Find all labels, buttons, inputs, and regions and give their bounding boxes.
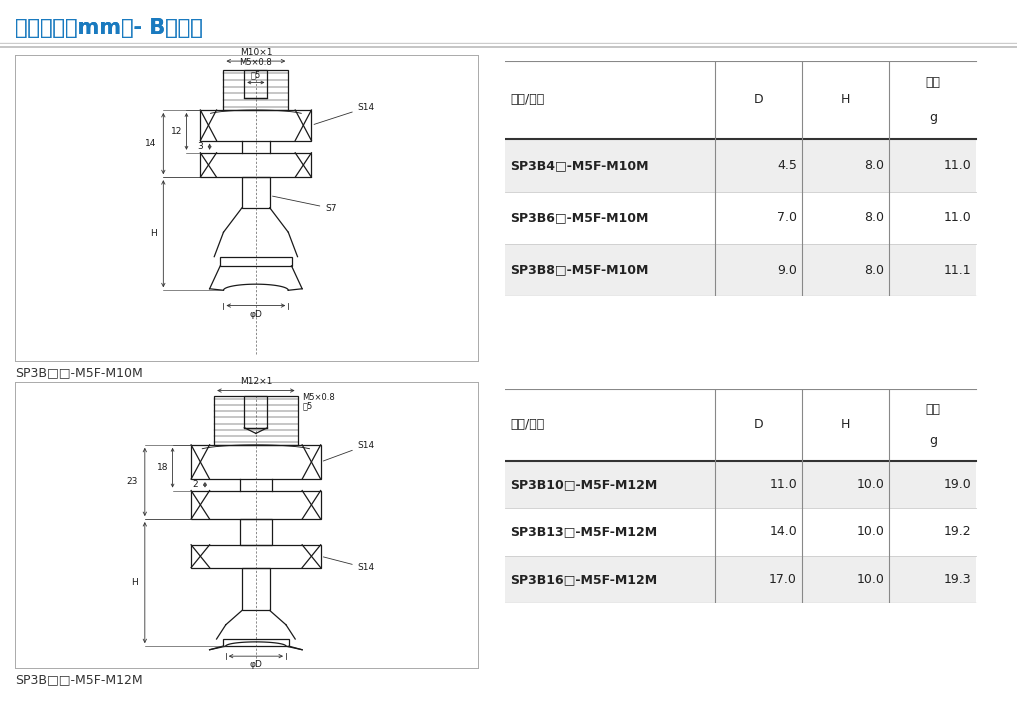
Text: 尺寸规格（mm）- B型吸盘: 尺寸规格（mm）- B型吸盘 [15,18,203,38]
Bar [191,445,320,479]
Text: 17.0: 17.0 [769,573,797,586]
Text: H: H [841,418,850,431]
Text: H: H [149,229,157,238]
Bar [505,244,976,296]
Text: 深5: 深5 [251,71,261,79]
Bar [244,70,267,98]
Text: 3: 3 [197,142,202,151]
Text: g: g [929,434,937,447]
Text: 8.0: 8.0 [864,159,884,172]
Bar [221,256,292,266]
Text: 深5: 深5 [302,401,312,411]
Bar [224,70,288,110]
Text: 4.5: 4.5 [777,159,797,172]
Text: 11.0: 11.0 [769,478,797,491]
Text: SP3B13□-M5F-M12M: SP3B13□-M5F-M12M [511,526,658,538]
Bar [244,396,267,428]
Text: 11.1: 11.1 [944,263,971,276]
Text: 单重: 单重 [925,403,941,416]
Text: SP3B10□-M5F-M12M: SP3B10□-M5F-M12M [511,478,658,491]
Text: 8.0: 8.0 [864,263,884,276]
Text: D: D [754,94,763,106]
Text: 尺寸规格（mm）- B型吸盘: 尺寸规格（mm）- B型吸盘 [15,18,203,38]
Text: 7.0: 7.0 [777,211,797,224]
Text: 11.0: 11.0 [944,211,971,224]
Text: φD: φD [249,660,262,670]
Bar [200,110,311,141]
Text: S14: S14 [314,103,375,124]
Text: 11.0: 11.0 [944,159,971,172]
Bar [240,519,273,545]
Text: SP3B□□-M5F-M12M: SP3B□□-M5F-M12M [15,673,142,686]
Text: 19.0: 19.0 [944,478,971,491]
Text: 12: 12 [171,127,182,136]
Text: 10.0: 10.0 [856,526,884,538]
Text: M10×1: M10×1 [240,48,273,56]
Bar [215,396,298,445]
Text: SP3B□□-M5F-M10M: SP3B□□-M5F-M10M [15,366,143,379]
Bar [242,177,270,208]
Bar [505,555,976,603]
Text: SP3B4□-M5F-M10M: SP3B4□-M5F-M10M [511,159,649,172]
Text: H: H [841,94,850,106]
Text: S14: S14 [323,557,375,573]
Bar [505,461,976,508]
Text: 10.0: 10.0 [856,573,884,586]
Text: 型号/尺寸: 型号/尺寸 [511,418,545,431]
Text: φD: φD [249,310,262,319]
Bar [223,639,289,646]
Text: SP3B8□-M5F-M10M: SP3B8□-M5F-M10M [511,263,649,276]
Text: 18: 18 [157,463,168,472]
Text: S14: S14 [323,441,375,461]
Bar [242,568,270,610]
Text: 19.3: 19.3 [944,573,971,586]
Text: H: H [131,578,138,587]
Text: 14: 14 [145,139,157,148]
Bar [191,545,320,568]
Text: M12×1: M12×1 [240,377,273,386]
Bar [200,153,311,177]
Text: 10.0: 10.0 [856,478,884,491]
Text: 9.0: 9.0 [777,263,797,276]
Bar [505,139,976,191]
Text: 单重: 单重 [925,76,941,89]
Bar [191,491,320,519]
Text: 19.2: 19.2 [944,526,971,538]
Text: 2: 2 [192,481,198,489]
Text: 14.0: 14.0 [769,526,797,538]
Text: M5×0.8: M5×0.8 [239,59,273,67]
Text: D: D [754,418,763,431]
Text: S7: S7 [273,196,337,213]
Text: g: g [929,111,937,124]
Text: 8.0: 8.0 [864,211,884,224]
Text: SP3B16□-M5F-M12M: SP3B16□-M5F-M12M [511,573,658,586]
Text: SP3B6□-M5F-M10M: SP3B6□-M5F-M10M [511,211,649,224]
Text: 型号/尺寸: 型号/尺寸 [511,94,545,106]
Text: M5×0.8: M5×0.8 [302,393,335,402]
Text: 23: 23 [126,478,138,486]
